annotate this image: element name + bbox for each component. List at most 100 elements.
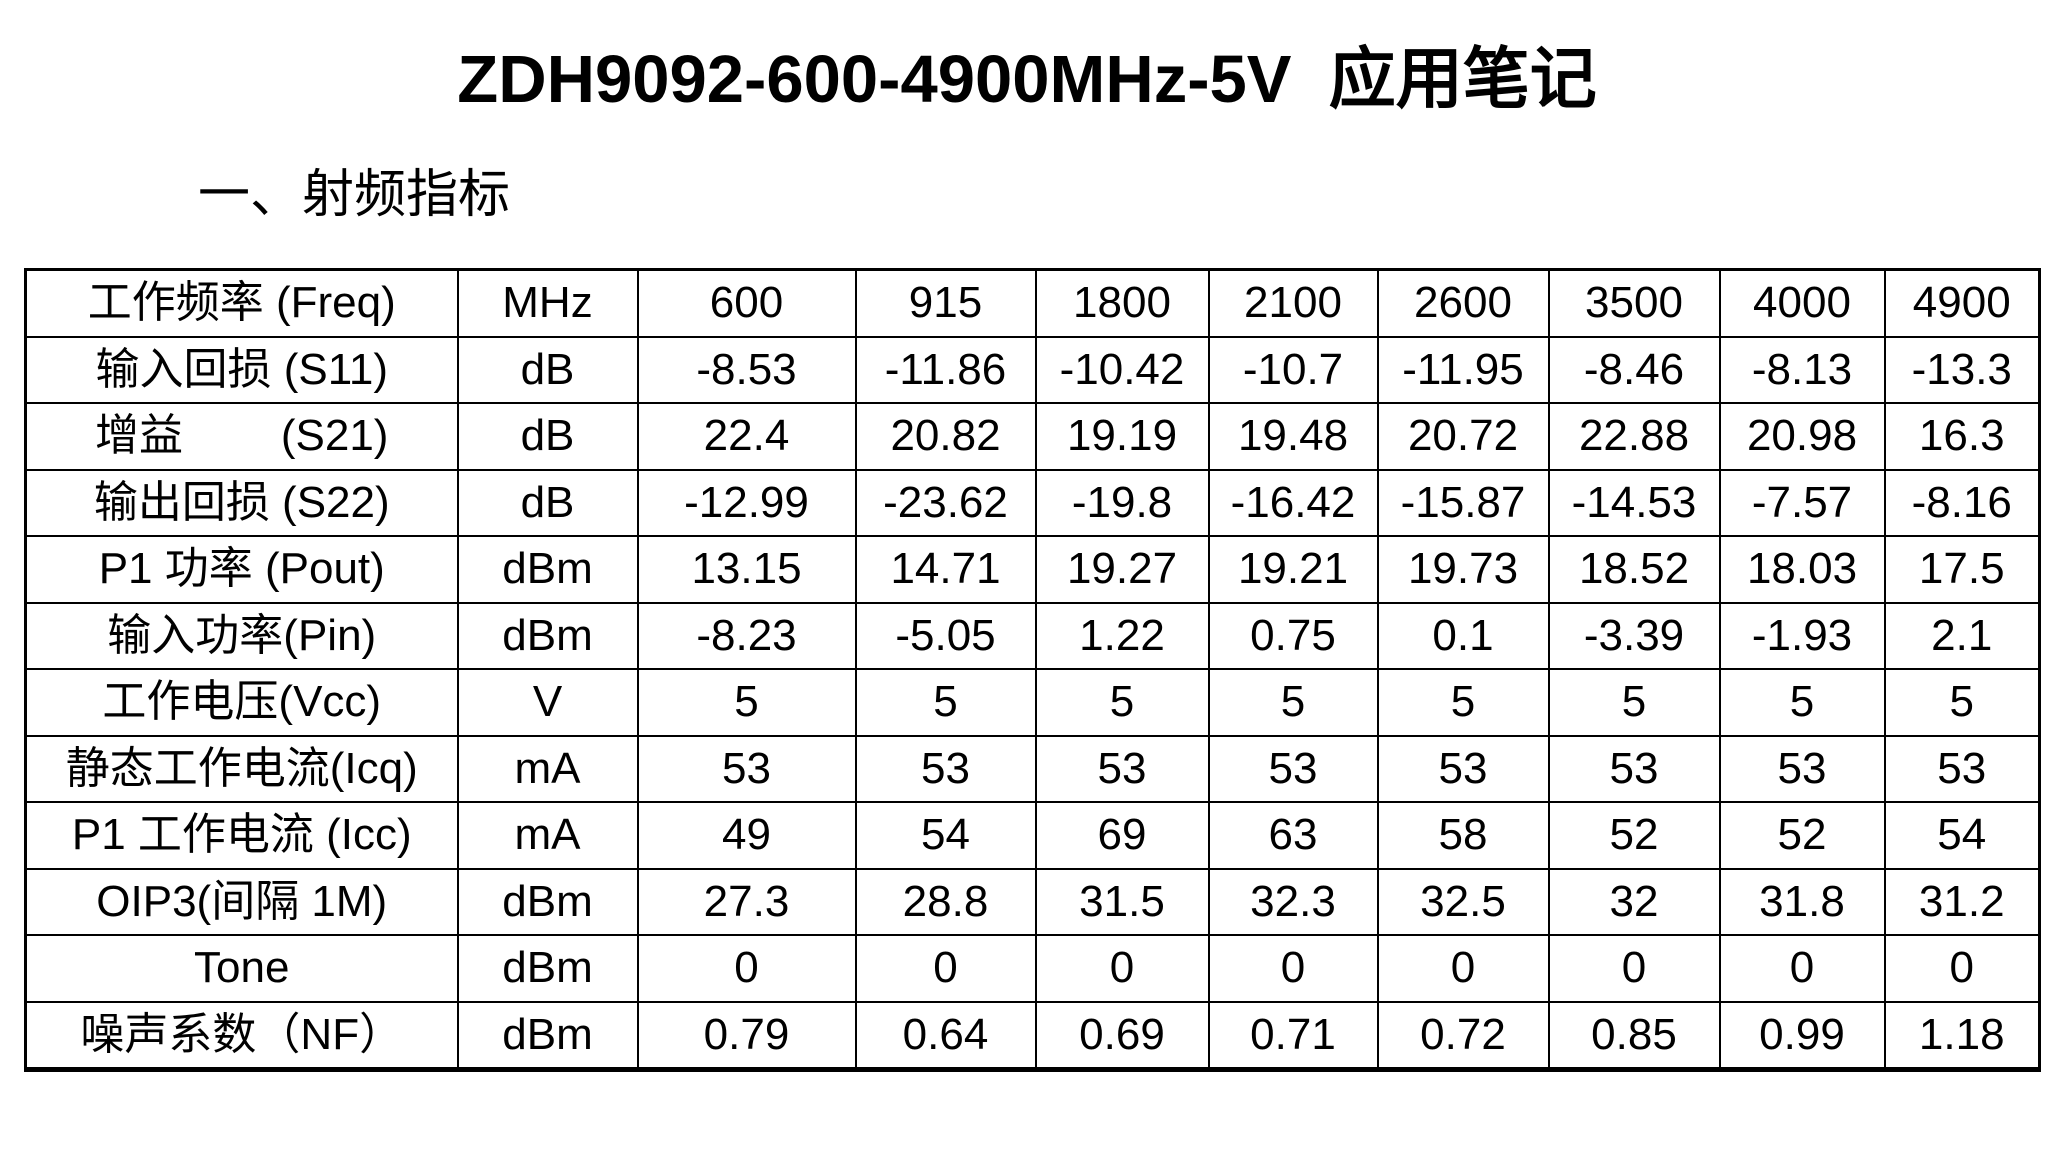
- value-cell: 1800: [1034, 268, 1210, 338]
- value-cell: 20.98: [1718, 402, 1886, 471]
- value-cell: 19.73: [1376, 535, 1550, 604]
- value-cell: 0: [1718, 934, 1886, 1003]
- table-row: OIP3(间隔 1M) dBm 27.3 28.8 31.5 32.3 32.5 32 31.8…: [24, 867, 2041, 937]
- table-row: 输出回损 (S22) dB -12.99 -23.62 -19.8 -16.42 -15.8…: [24, 468, 2041, 538]
- value-cell: 19.21: [1207, 535, 1379, 604]
- value-cell: 53: [854, 734, 1037, 804]
- value-cell: 5: [1376, 668, 1550, 737]
- table-row: 输入回损 (S11) dB -8.53 -11.86 -10.42 -10.7 -11.95…: [24, 335, 2041, 405]
- value-cell: 13.15: [636, 535, 857, 604]
- value-cell: 600: [636, 268, 857, 338]
- row-unit: mA: [456, 801, 639, 870]
- value-cell: -8.23: [636, 601, 857, 671]
- row-label: 噪声系数（NF）: [24, 1000, 459, 1071]
- value-cell: 32.5: [1376, 867, 1550, 937]
- row-label: 静态工作电流(Icq): [24, 734, 459, 804]
- table-row: P1 工作电流 (Icc) mA 49 54 69 63 58 52 52 54: [24, 801, 2041, 870]
- value-cell: -23.62: [854, 468, 1037, 538]
- row-unit: dBm: [456, 867, 639, 937]
- spec-table-body: 工作频率 (Freq) MHz 600 915 1800 2100 2600 3500 4000…: [24, 268, 2041, 1071]
- value-cell: 5: [636, 668, 857, 737]
- value-cell: 0: [854, 934, 1037, 1003]
- value-cell: 54: [854, 801, 1037, 870]
- table-row: 增益 (S21) dB 22.4 20.82 19.19 19.48 20.72 22.88 2…: [24, 402, 2041, 471]
- value-cell: 53: [1207, 734, 1379, 804]
- row-label: P1 功率 (Pout): [24, 535, 459, 604]
- value-cell: -13.3: [1883, 335, 2041, 405]
- row-unit: dBm: [456, 601, 639, 671]
- value-cell: 5: [1718, 668, 1886, 737]
- value-cell: 49: [636, 801, 857, 870]
- table-row: 工作频率 (Freq) MHz 600 915 1800 2100 2600 3500 4000…: [24, 268, 2041, 338]
- value-cell: 31.2: [1883, 867, 2041, 937]
- row-unit: MHz: [456, 268, 639, 338]
- row-label: 工作频率 (Freq): [24, 268, 459, 338]
- value-cell: -19.8: [1034, 468, 1210, 538]
- table-row: 输入功率(Pin) dBm -8.23 -5.05 1.22 0.75 0.1 -3.39 -1…: [24, 601, 2041, 671]
- row-label: 输入回损 (S11): [24, 335, 459, 405]
- row-unit: V: [456, 668, 639, 737]
- value-cell: 19.19: [1034, 402, 1210, 471]
- value-cell: -10.42: [1034, 335, 1210, 405]
- value-cell: 16.3: [1883, 402, 2041, 471]
- value-cell: 0.69: [1034, 1000, 1210, 1071]
- row-label: Tone: [24, 934, 459, 1003]
- row-label: P1 工作电流 (Icc): [24, 801, 459, 870]
- value-cell: 31.8: [1718, 867, 1886, 937]
- value-cell: 3500: [1547, 268, 1721, 338]
- value-cell: 53: [1547, 734, 1721, 804]
- value-cell: -12.99: [636, 468, 857, 538]
- value-cell: -5.05: [854, 601, 1037, 671]
- value-cell: 0.75: [1207, 601, 1379, 671]
- value-cell: 20.82: [854, 402, 1037, 471]
- value-cell: 0.1: [1376, 601, 1550, 671]
- value-cell: 32.3: [1207, 867, 1379, 937]
- value-cell: -14.53: [1547, 468, 1721, 538]
- value-cell: 1.18: [1883, 1000, 2041, 1071]
- document-title: ZDH9092-600-4900MHz-5V 应用笔记: [457, 42, 1597, 117]
- rf-spec-table: 工作频率 (Freq) MHz 600 915 1800 2100 2600 3500 4000…: [24, 268, 2041, 1073]
- document-page: ZDH9092-600-4900MHz-5V 应用笔记 一、射频指标 工作频率 …: [0, 40, 2054, 1073]
- value-cell: 0.79: [636, 1000, 857, 1071]
- row-label: OIP3(间隔 1M): [24, 867, 459, 937]
- value-cell: 0: [1034, 934, 1210, 1003]
- value-cell: 18.03: [1718, 535, 1886, 604]
- value-cell: 53: [1376, 734, 1550, 804]
- value-cell: 0: [1207, 934, 1379, 1003]
- value-cell: -1.93: [1718, 601, 1886, 671]
- value-cell: 2600: [1376, 268, 1550, 338]
- row-unit: dBm: [456, 535, 639, 604]
- row-unit: dBm: [456, 934, 639, 1003]
- value-cell: 915: [854, 268, 1037, 338]
- value-cell: 19.48: [1207, 402, 1379, 471]
- row-unit: mA: [456, 734, 639, 804]
- value-cell: -8.16: [1883, 468, 2041, 538]
- value-cell: -8.13: [1718, 335, 1886, 405]
- value-cell: 22.4: [636, 402, 857, 471]
- value-cell: -10.7: [1207, 335, 1379, 405]
- value-cell: 19.27: [1034, 535, 1210, 604]
- row-label: 输出回损 (S22): [24, 468, 459, 538]
- row-unit: dBm: [456, 1000, 639, 1071]
- value-cell: 0: [1547, 934, 1721, 1003]
- value-cell: 0.71: [1207, 1000, 1379, 1071]
- row-unit: dB: [456, 335, 639, 405]
- table-row: 静态工作电流(Icq) mA 53 53 53 53 53 53 53 53: [24, 734, 2041, 804]
- value-cell: 0: [1883, 934, 2041, 1003]
- value-cell: 20.72: [1376, 402, 1550, 471]
- value-cell: 5: [1547, 668, 1721, 737]
- value-cell: 1.22: [1034, 601, 1210, 671]
- value-cell: 4900: [1883, 268, 2041, 338]
- section-heading: 一、射频指标: [198, 167, 511, 225]
- value-cell: -15.87: [1376, 468, 1550, 538]
- row-unit: dB: [456, 402, 639, 471]
- table-row: Tone dBm 0 0 0 0 0 0 0 0: [24, 934, 2041, 1003]
- value-cell: 2.1: [1883, 601, 2041, 671]
- value-cell: 5: [854, 668, 1037, 737]
- table-row: 噪声系数（NF） dBm 0.79 0.64 0.69 0.71 0.72 0.85 0.99 1…: [24, 1000, 2041, 1071]
- row-label: 输入功率(Pin): [24, 601, 459, 671]
- value-cell: 69: [1034, 801, 1210, 870]
- value-cell: -11.95: [1376, 335, 1550, 405]
- value-cell: 32: [1547, 867, 1721, 937]
- value-cell: -11.86: [854, 335, 1037, 405]
